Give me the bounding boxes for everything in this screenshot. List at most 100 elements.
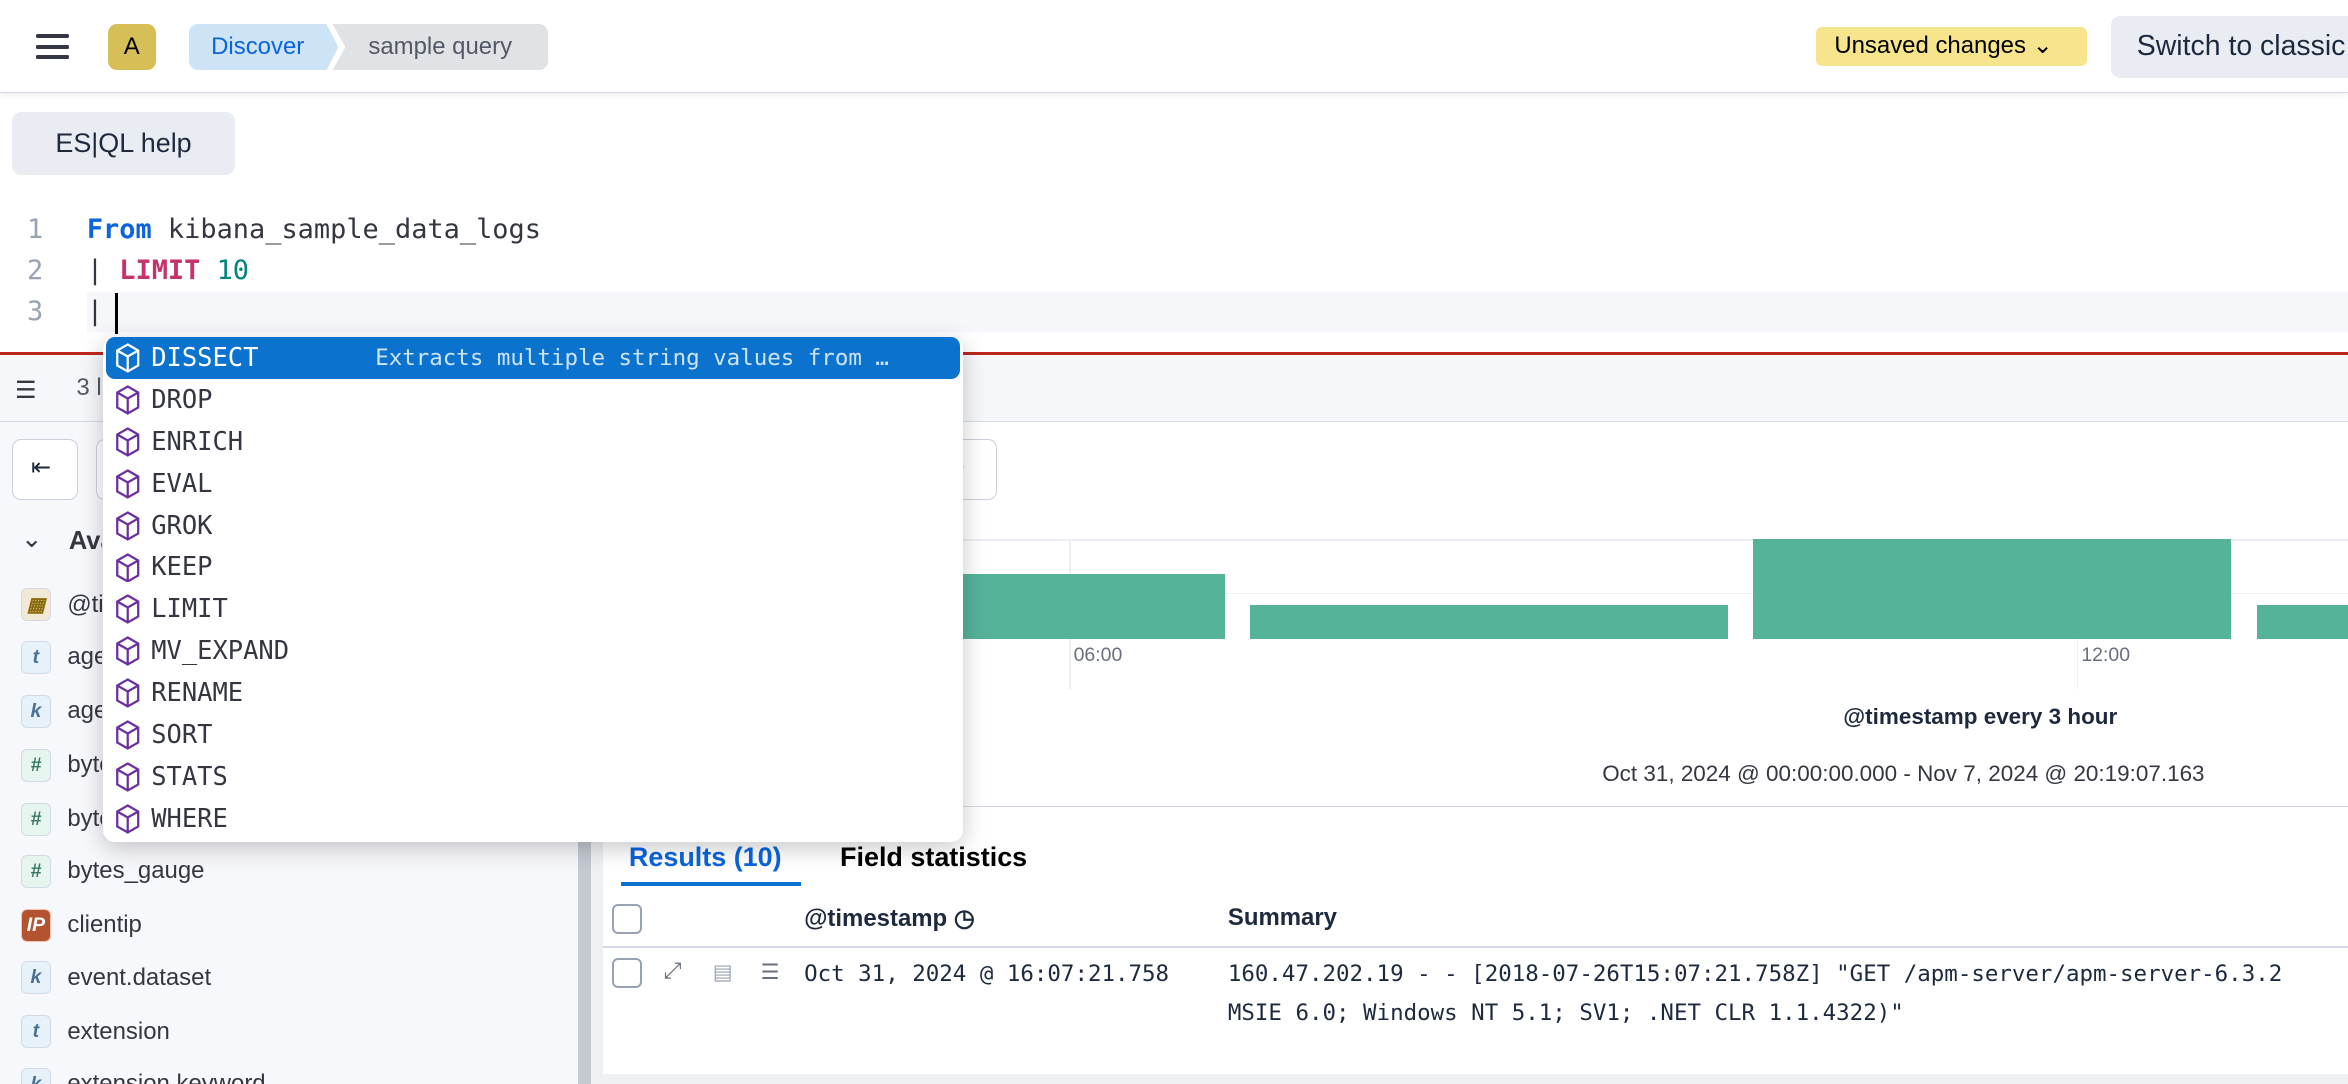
sidebar-field[interactable]: # bytes_gauge [20,854,205,890]
code-line-1[interactable]: From kibana_sample_data_logs [87,214,541,245]
cube-icon [116,552,140,583]
field-type-icon: # [20,855,51,888]
document-icon[interactable]: ☰ [760,960,780,984]
autocomplete-item[interactable]: EVAL [106,463,960,505]
breadcrumb-current: sample query [332,23,549,71]
field-type-icon: k [20,1067,51,1084]
field-name: agent.keyword [67,697,101,725]
field-name: extension.keyword [67,1070,266,1084]
command-description: Extracts multiple string values from … [375,344,889,371]
available-fields-header: Available fields [68,527,102,556]
field-type-icon: t [20,640,51,674]
compare-icon[interactable]: ▤ [712,960,733,984]
cube-icon [116,510,140,541]
sidebar-field[interactable]: # bytes_counter [20,801,102,837]
command-label: ENRICH [151,426,244,457]
histogram-bar[interactable] [958,573,1225,640]
available-fields-toggle[interactable]: ⌄ [21,524,42,554]
number: 10 [200,254,250,286]
code-line-2[interactable]: | LIMIT 10 [87,255,249,286]
sidebar-field[interactable]: ▦ @timestamp [20,587,102,623]
command-label: KEEP [151,552,213,583]
cube-icon [116,343,140,373]
autocomplete-item[interactable]: GROK [106,505,960,547]
histogram-bar[interactable] [1250,604,1728,640]
list-icon: ☰ [14,376,37,404]
line-number: 2 [26,254,44,286]
line-count: 3 l [76,374,102,402]
column-header-timestamp[interactable]: @timestamp ◷ [804,904,975,933]
tab-field-statistics[interactable]: Field statistics [840,841,1028,872]
column-label: @timestamp [804,905,948,933]
expand-icon[interactable]: ⤢ [663,958,682,984]
sidebar-field[interactable]: k agent.keyword [20,693,102,729]
unsaved-changes-badge[interactable]: Unsaved changes ⌄ [1816,26,2088,66]
row-checkbox[interactable] [612,958,643,989]
autocomplete-item[interactable]: DISSECT Extracts multiple string values f… [106,336,960,379]
x-axis-title: @timestamp every 3 hour [1843,703,2118,729]
gridline [603,592,2348,595]
sidebar-field[interactable]: IP clientip [20,907,142,943]
autocomplete-item[interactable]: RENAME [106,672,960,714]
field-name: bytes_gauge [67,857,205,885]
select-all-checkbox[interactable] [612,904,643,935]
breadcrumb-discover[interactable]: Discover [188,23,339,71]
command-label: GROK [151,510,213,541]
switch-to-classic-button[interactable]: Switch to classic [2111,16,2348,78]
sidebar-field[interactable]: k extension.keyword [20,1066,266,1084]
command-label: EVAL [151,468,213,499]
top-header: A Discover sample query Unsaved changes … [0,0,2348,93]
x-tick-label: 06:00 [1073,643,1123,666]
field-type-icon: ▦ [20,588,51,622]
x-tick-label: 12:00 [2081,643,2131,666]
index-name: kibana_sample_data_logs [151,214,541,246]
code-line-3[interactable]: | [87,296,103,327]
cube-icon [116,594,140,625]
autocomplete-item[interactable]: KEEP [106,547,960,589]
sidebar-field[interactable]: tagent [20,639,102,675]
autocomplete-item[interactable]: MV_EXPAND [106,630,960,672]
field-type-icon: t [20,1015,51,1049]
cube-icon [116,720,140,750]
collapse-sidebar-button[interactable]: ⇤ [11,438,78,501]
autocomplete-item[interactable]: SORT [106,714,960,756]
cell-timestamp: Oct 31, 2024 @ 16:07:21.758 [804,961,1170,988]
autocomplete-item[interactable]: ENRICH [106,421,960,463]
unsaved-label: Unsaved changes [1834,31,2026,59]
keyword: From [86,214,152,246]
autocomplete-item[interactable]: STATS [106,756,960,798]
cube-icon [116,804,140,834]
sidebar-field[interactable]: t extension [20,1014,170,1050]
command-label: WHERE [151,804,228,835]
menu-icon[interactable] [35,34,69,60]
field-type-icon: IP [20,908,51,942]
field-type-icon: k [20,961,51,995]
tab-underline [621,881,802,887]
histogram-bar[interactable] [1753,539,2232,640]
autocomplete-item[interactable]: LIMIT [106,588,960,630]
sidebar-field[interactable]: k event.dataset [20,960,211,996]
tab-results[interactable]: Results (10) [628,841,782,872]
autocomplete-item[interactable]: DROP [106,379,960,421]
autocomplete-item[interactable]: WHERE [106,798,960,840]
field-name: extension [67,1017,170,1045]
divider [603,1073,2348,1084]
space-avatar[interactable]: A [107,23,156,71]
gridline [603,539,2348,541]
column-header-summary[interactable]: Summary [1227,904,1337,932]
keyword: LIMIT [119,254,201,286]
cube-icon [116,678,140,709]
error-underline [0,351,2348,355]
esql-help-button[interactable]: ES|QL help [11,112,236,176]
pipe: | [86,254,120,286]
cube-icon [116,636,140,667]
autocomplete-menu: DISSECT Extracts multiple string values f… [103,336,963,842]
histogram-bar[interactable] [2256,604,2348,640]
time-range: Oct 31, 2024 @ 00:00:00.000 - Nov 7, 202… [1602,760,2205,786]
cube-icon [116,762,140,792]
clock-icon: ◷ [953,905,975,933]
pipe: | [86,296,104,328]
sidebar-field[interactable]: # bytes [20,747,102,783]
field-name: clientip [67,911,142,939]
field-name: @timestamp [67,590,101,618]
